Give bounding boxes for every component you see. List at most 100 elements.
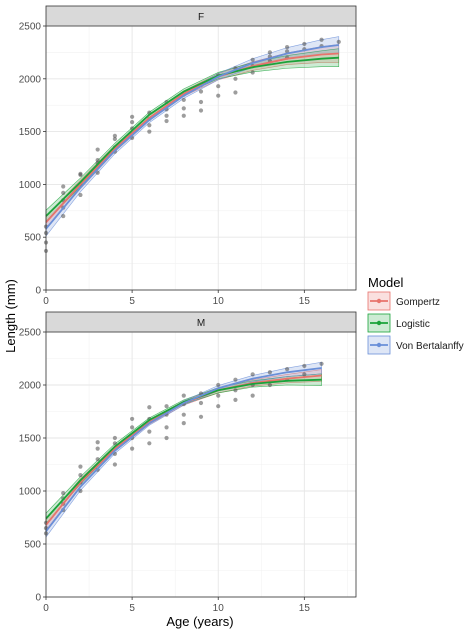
y-tick-label: 1500 [19, 127, 42, 138]
data-point [233, 397, 238, 402]
data-point [112, 133, 117, 138]
data-point [164, 404, 169, 409]
x-tick-label: 10 [213, 603, 225, 614]
legend-title: Model [368, 275, 404, 290]
x-axis-label: Age (years) [166, 614, 233, 629]
panel-f: F 0 500 1000 1500 2000 2500 0 5 10 15 [19, 5, 357, 307]
data-point [181, 113, 186, 118]
y-tick-label: 2000 [19, 74, 42, 85]
legend-item: Logistic [367, 313, 430, 333]
data-point [233, 90, 238, 95]
y-tick-label: 1000 [19, 180, 42, 191]
data-point [216, 393, 221, 398]
y-tick-label: 2500 [19, 22, 42, 33]
legend-label: Logistic [396, 319, 430, 330]
data-point [267, 370, 272, 375]
data-point [112, 441, 117, 446]
y-tick-label: 0 [35, 593, 41, 604]
series-line [45, 56, 339, 217]
facet-strip-label: F [198, 12, 204, 23]
data-point [95, 158, 100, 163]
legend-item: Gompertz [367, 291, 440, 311]
data-point [233, 377, 238, 382]
y-axis-label: Length (mm) [3, 279, 18, 353]
series-line [45, 52, 339, 224]
legend-key-point [376, 342, 382, 348]
data-point [147, 429, 152, 434]
data-point [130, 425, 135, 430]
data-point [181, 421, 186, 426]
data-point [147, 441, 152, 446]
data-point [198, 89, 204, 94]
legend-key-point [376, 320, 382, 326]
panel-m: M 0 500 1000 1500 2000 2500 0 5 10 15 [19, 311, 357, 614]
data-point [147, 123, 152, 128]
data-point [285, 367, 290, 372]
data-point [181, 393, 186, 398]
data-point [216, 84, 221, 89]
y-tick-label: 0 [35, 286, 41, 297]
series-line [45, 367, 322, 532]
data-point [78, 192, 83, 198]
panel-border [45, 331, 357, 598]
y-tick-label: 1000 [19, 487, 42, 498]
data-point [95, 440, 100, 445]
data-point [112, 136, 117, 142]
data-point [233, 388, 238, 393]
data-point [336, 39, 341, 44]
y-tick-label: 1500 [19, 434, 42, 445]
data-point [130, 446, 135, 451]
data-point [302, 41, 307, 47]
data-point [216, 404, 221, 409]
data-point [164, 118, 169, 124]
data-point [250, 393, 255, 398]
data-point [164, 113, 169, 118]
data-point [302, 372, 307, 377]
series-line [45, 378, 322, 520]
data-point [319, 361, 324, 366]
panel-border [45, 25, 357, 291]
data-point [164, 425, 169, 430]
data-point [61, 491, 66, 496]
data-point [233, 76, 238, 81]
data-point [250, 372, 255, 377]
data-point [181, 106, 186, 111]
data-point [285, 45, 290, 50]
series-line [45, 44, 339, 230]
data-point [130, 119, 135, 125]
x-tick-label: 5 [129, 603, 135, 614]
data-point [164, 435, 169, 441]
legend-item: Von Bertalanffy [367, 335, 464, 355]
data-point [181, 412, 186, 417]
data-point [95, 170, 100, 175]
data-point [181, 97, 186, 103]
x-tick-label: 15 [299, 296, 311, 307]
data-point [78, 473, 83, 478]
legend: Model Gompertz Logistic Von Bertalanffy [367, 275, 464, 355]
y-tick-label: 500 [24, 540, 41, 551]
data-point [130, 114, 135, 119]
y-tick-label: 500 [24, 233, 41, 244]
data-point [61, 213, 66, 219]
data-point [198, 414, 204, 419]
data-point [319, 37, 324, 42]
data-point [198, 108, 204, 113]
x-tick-label: 0 [43, 296, 49, 307]
data-point [78, 171, 83, 176]
data-point [216, 93, 221, 98]
data-point [198, 400, 204, 406]
data-point [250, 70, 255, 75]
data-point [250, 57, 255, 62]
y-tick-label: 2000 [19, 381, 42, 392]
data-point [112, 435, 117, 441]
data-point [61, 190, 66, 195]
data-point [302, 363, 307, 369]
data-point [198, 99, 204, 105]
x-tick-label: 15 [299, 603, 311, 614]
data-point [61, 184, 66, 189]
data-point [147, 405, 152, 410]
x-tick-label: 10 [213, 296, 225, 307]
chart-panels: F 0 500 1000 1500 2000 2500 0 5 10 15 M 0 500 1000 1500… [19, 5, 357, 614]
data-point [216, 382, 221, 388]
x-tick-label: 0 [43, 603, 49, 614]
